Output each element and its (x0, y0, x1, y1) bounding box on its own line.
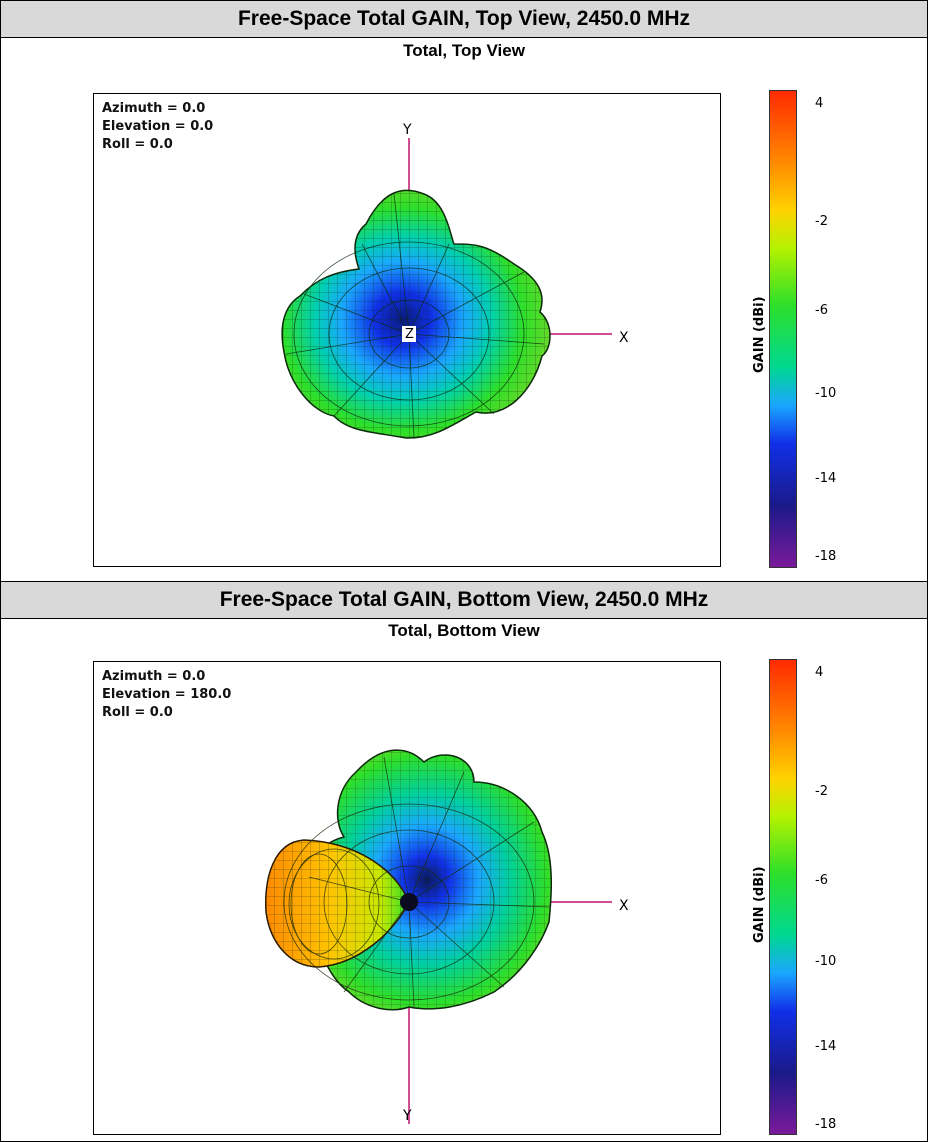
y-axis-label: Y (403, 1108, 412, 1124)
colorbar-tick: -2 (815, 214, 828, 229)
elevation-label: Elevation = 0.0 (102, 119, 214, 134)
panel-top-view: Free-Space Total GAIN, Top View, 2450.0 … (1, 0, 927, 581)
orientation-readout: Azimuth = 0.0 Elevation = 180.0 Roll = 0… (102, 668, 231, 722)
gain-pattern-mesh (282, 190, 550, 439)
panel-banner: Free-Space Total GAIN, Top View, 2450.0 … (1, 0, 927, 38)
colorbar-tick: 4 (815, 665, 824, 680)
azimuth-label: Azimuth = 0.0 (102, 101, 206, 116)
plot-frame: Azimuth = 0.0 Elevation = 180.0 Roll = 0… (93, 661, 721, 1135)
z-axis-marker (402, 326, 416, 342)
colorbar-label: GAIN (dBi) (752, 866, 767, 943)
panel-bottom-view: Free-Space Total GAIN, Bottom View, 2450… (1, 581, 927, 1141)
colorbar-tick: -14 (815, 471, 837, 486)
elevation-label: Elevation = 180.0 (102, 687, 232, 702)
gain-pattern-lobe-mesh (265, 840, 409, 967)
colorbar-tick: -18 (815, 549, 837, 564)
colorbar-tick: -6 (815, 303, 828, 318)
panel-subtitle: Total, Bottom View (388, 621, 540, 640)
pattern-null-center (400, 893, 418, 911)
pattern-meridians (285, 193, 545, 439)
pattern-meridians (283, 756, 550, 1008)
colorbar-tick: -18 (815, 1117, 837, 1132)
x-axis-label: X (619, 330, 629, 346)
colorbar-tick: -10 (815, 954, 837, 969)
colorbar-tick: -14 (815, 1039, 837, 1054)
panel-subtitle: Total, Top View (403, 41, 525, 60)
panel-banner: Free-Space Total GAIN, Bottom View, 2450… (1, 581, 927, 619)
orientation-readout: Azimuth = 0.0 Elevation = 0.0 Roll = 0.0 (102, 100, 213, 154)
radiation-pattern-plot (265, 749, 612, 1124)
plot-frame: Azimuth = 0.0 Elevation = 0.0 Roll = 0.0 (93, 93, 721, 567)
colorbar-tick: -6 (815, 873, 828, 888)
z-axis-label: Z (405, 327, 414, 342)
colorbar-tick: -2 (815, 784, 828, 799)
azimuth-label: Azimuth = 0.0 (102, 669, 206, 684)
colorbar (769, 659, 797, 1135)
roll-label: Roll = 0.0 (102, 137, 173, 152)
colorbar-tick: -10 (815, 386, 837, 401)
y-axis-label: Y (403, 122, 412, 138)
colorbar-label: GAIN (dBi) (752, 296, 767, 373)
x-axis-label: X (619, 898, 629, 914)
colorbar (769, 90, 797, 568)
roll-label: Roll = 0.0 (102, 705, 173, 720)
radiation-pattern-plot (281, 138, 612, 439)
colorbar-tick: 4 (815, 96, 824, 111)
